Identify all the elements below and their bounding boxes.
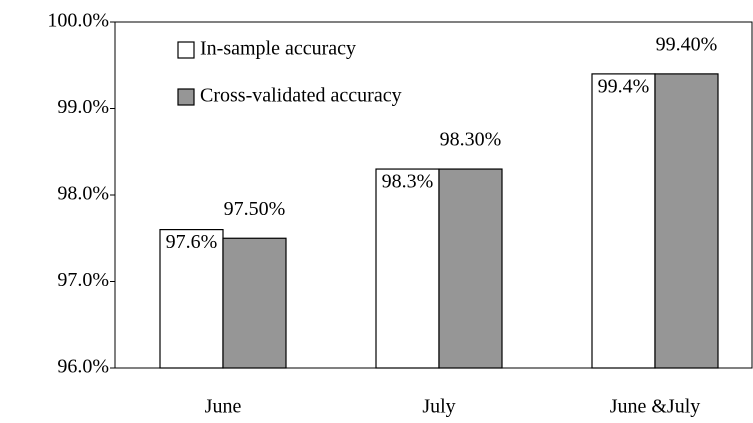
y-tick-label: 100.0% <box>47 10 109 32</box>
x-tick-label: June &July <box>610 396 701 418</box>
data-label: 99.4% <box>598 75 650 97</box>
data-label: 97.50% <box>224 198 286 220</box>
x-tick-label: July <box>422 396 455 418</box>
data-label: 98.30% <box>440 129 502 151</box>
bar <box>591 73 656 369</box>
legend-label: In-sample accuracy <box>200 38 356 60</box>
data-label: 98.3% <box>382 171 434 193</box>
legend-label: Cross-validated accuracy <box>200 85 402 107</box>
data-label: 99.40% <box>656 33 718 55</box>
bar <box>654 73 719 369</box>
data-label: 97.6% <box>166 231 218 253</box>
y-tick-label: 99.0% <box>57 96 109 118</box>
y-tick-label: 96.0% <box>57 356 109 378</box>
bar <box>222 237 287 369</box>
bar <box>159 229 224 369</box>
bar <box>375 168 440 369</box>
y-tick-label: 97.0% <box>57 269 109 291</box>
legend-swatch <box>177 88 195 106</box>
bar <box>438 168 503 369</box>
legend-swatch <box>177 41 195 59</box>
y-tick-label: 98.0% <box>57 183 109 205</box>
x-tick-label: June <box>205 396 242 418</box>
